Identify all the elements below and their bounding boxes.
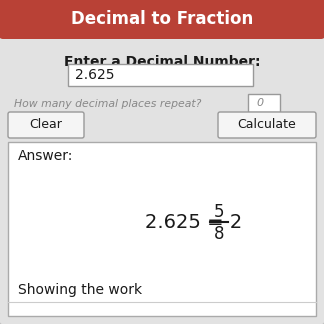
Text: Showing the work: Showing the work: [18, 283, 142, 297]
Text: 2.625: 2.625: [75, 68, 114, 82]
FancyBboxPatch shape: [218, 112, 316, 138]
Bar: [3, 19, 321, 35]
Text: 8: 8: [214, 225, 224, 243]
FancyBboxPatch shape: [0, 0, 324, 39]
Text: How many decimal places repeat?: How many decimal places repeat?: [14, 99, 202, 109]
Bar: [8, 142, 316, 316]
Text: Decimal to Fraction: Decimal to Fraction: [71, 10, 253, 28]
Text: Answer:: Answer:: [18, 149, 73, 163]
Text: Calculate: Calculate: [237, 119, 296, 132]
FancyBboxPatch shape: [8, 112, 84, 138]
Text: Enter a Decimal Number:: Enter a Decimal Number:: [64, 55, 260, 69]
Text: 0: 0: [256, 98, 263, 108]
Bar: [68, 64, 253, 86]
Text: 2.625 = 2: 2.625 = 2: [145, 214, 242, 233]
Text: 5: 5: [214, 203, 224, 221]
Text: Clear: Clear: [29, 119, 63, 132]
Bar: [248, 94, 280, 112]
